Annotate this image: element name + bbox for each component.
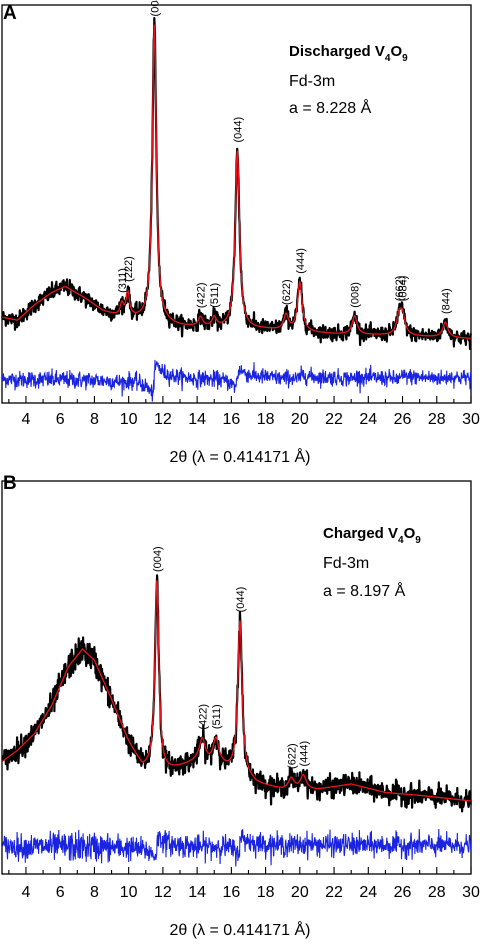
- x-tick-label: 22: [325, 884, 343, 901]
- x-tick-label: 8: [90, 884, 99, 901]
- calculated-series-b: [1, 580, 471, 802]
- panel-b-title-text: Charged V4O9: [323, 525, 421, 546]
- peak-label: (222): [123, 256, 135, 282]
- x-tick-label: 14: [188, 411, 206, 428]
- panel-b-x-axis-label: 2θ (λ = 0.414171 Å): [170, 920, 311, 939]
- peak-label: (511): [211, 704, 223, 729]
- x-tick-label: 30: [462, 884, 480, 901]
- panel-a-lattice: a = 8.228 Å: [289, 98, 372, 117]
- panel-a-x-axis-label: 2θ (λ = 0.414171 Å): [170, 447, 311, 466]
- panel-a-title: Discharged V4O9: [289, 43, 408, 64]
- x-tick-label: 10: [120, 884, 138, 901]
- x-tick-label: 26: [394, 884, 412, 901]
- panel-b-title: Charged V4O9: [323, 525, 421, 546]
- x-tick-label: 16: [222, 884, 240, 901]
- peak-label: (084): [398, 276, 410, 302]
- x-tick-label: 30: [462, 411, 480, 428]
- difference-series-b: [1, 828, 472, 867]
- x-tick-label: 6: [56, 411, 65, 428]
- x-tick-label: 10: [120, 411, 138, 428]
- panel-a-title-text: Discharged V4O9: [289, 43, 408, 64]
- x-tick-label: 18: [257, 884, 275, 901]
- calculated-series-a: [2, 24, 471, 339]
- x-tick-label: 6: [56, 884, 65, 901]
- panel-letter-b: B: [3, 473, 17, 494]
- peak-label: (004): [152, 546, 164, 572]
- x-tick-label: 28: [428, 884, 446, 901]
- peak-label: (044): [232, 117, 244, 143]
- peak-label: (511): [209, 283, 221, 308]
- panel-b: B Charged V4O9 Fd-3m a = 8.197 Å 2θ (λ =…: [1, 473, 480, 939]
- peak-label: (422): [197, 704, 209, 730]
- peak-label: (622): [286, 743, 298, 769]
- x-tick-label: 16: [222, 411, 240, 428]
- peak-label: (044): [235, 587, 247, 613]
- x-tick-label: 28: [428, 411, 446, 428]
- peak-label: (622): [281, 279, 293, 305]
- difference-series-a: [1, 359, 472, 402]
- x-tick-label: 4: [22, 411, 31, 428]
- peak-label: (311): [117, 268, 129, 293]
- peak-label: (444): [298, 741, 310, 767]
- x-tick-label: 4: [22, 884, 31, 901]
- peak-label: (844): [440, 288, 452, 314]
- peak-label: (004): [149, 0, 161, 16]
- x-tick-label: 24: [359, 411, 377, 428]
- x-tick-label: 12: [154, 884, 172, 901]
- x-tick-label: 24: [359, 884, 377, 901]
- panel-a: A Discharged V4O9 Fd-3m a = 8.228 Å 2θ (…: [1, 0, 480, 466]
- plot-frame-b: [1, 480, 472, 875]
- panel-b-space-group: Fd-3m: [323, 555, 369, 572]
- plot-frame-a: [1, 4, 472, 404]
- x-tick-label: 8: [90, 411, 99, 428]
- x-tick-label: 22: [325, 411, 343, 428]
- peak-label: (444): [295, 248, 307, 274]
- x-tick-label: 26: [394, 411, 412, 428]
- x-tick-label: 20: [291, 411, 309, 428]
- panel-b-lattice: a = 8.197 Å: [323, 581, 406, 600]
- x-tick-label: 18: [257, 411, 275, 428]
- x-tick-label: 20: [291, 884, 309, 901]
- peak-label: (662): [394, 276, 406, 302]
- peak-label: (008): [350, 282, 362, 308]
- panel-letter-a: A: [3, 3, 17, 24]
- x-tick-label: 12: [154, 411, 172, 428]
- x-tick-label: 14: [188, 884, 206, 901]
- panel-a-space-group: Fd-3m: [289, 73, 335, 90]
- peak-label: (422): [196, 282, 208, 308]
